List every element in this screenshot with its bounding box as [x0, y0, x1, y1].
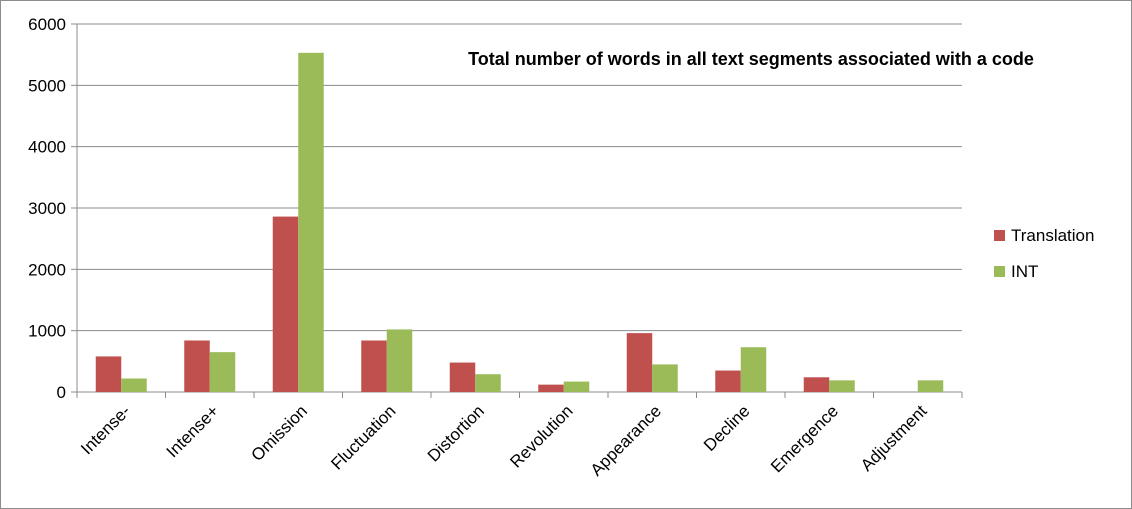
- y-tick-label: 5000: [28, 76, 66, 95]
- x-tick-label: Intense-: [77, 401, 134, 458]
- bar-int-revolution: [563, 381, 590, 392]
- bar-translation-appearance: [626, 333, 653, 392]
- bar-translation-emergence: [803, 377, 830, 392]
- x-tick-label: Omission: [248, 401, 312, 465]
- x-tick-label: Appearance: [587, 401, 665, 479]
- bar-int-appearance: [652, 364, 678, 392]
- bar-translation-omission: [272, 216, 299, 392]
- bar-translation-fluctuation: [361, 340, 387, 392]
- bar-translation-distortion: [449, 362, 476, 392]
- bar-translation-revolution: [538, 384, 564, 392]
- x-tick-label: Decline: [700, 401, 754, 455]
- gridlines: [77, 23, 962, 332]
- legend: Translation INT: [994, 226, 1094, 281]
- bar-int-fluctuation: [386, 329, 413, 392]
- x-tick-label: Intense+: [163, 401, 223, 461]
- bar-translation-intense: [95, 356, 122, 392]
- y-tick-label: 4000: [28, 138, 66, 157]
- bar-int-intense: [121, 378, 147, 392]
- legend-label: Translation: [1011, 226, 1094, 245]
- legend-label: INT: [1011, 262, 1038, 281]
- x-axis: Intense- Intense+ Omission Fluctuation Disto…: [76, 391, 963, 480]
- x-tick-label: Adjustment: [857, 401, 931, 475]
- bar-int-emergence: [829, 380, 855, 392]
- y-tick-label: 3000: [28, 199, 66, 218]
- x-tick-label: Fluctuation: [327, 401, 399, 473]
- bar-int-adjustment: [917, 380, 944, 392]
- bars: [95, 52, 944, 393]
- legend-swatch: [994, 230, 1005, 241]
- legend-swatch: [994, 266, 1005, 277]
- bar-int-omission: [298, 52, 324, 393]
- bar-int-intense: [209, 352, 236, 392]
- y-tick-label: 1000: [28, 322, 66, 341]
- bar-int-distortion: [475, 374, 501, 392]
- bar-translation-intense: [184, 340, 210, 392]
- x-tick-label: Distortion: [424, 401, 488, 465]
- bar-translation-decline: [715, 370, 741, 392]
- chart-title: Total number of words in all text segmen…: [468, 49, 1034, 69]
- bar-int-decline: [740, 347, 767, 392]
- y-tick-label: 6000: [28, 15, 66, 34]
- y-axis: 0 1000 2000 3000 4000 5000 6000: [28, 15, 78, 402]
- y-tick-label: 2000: [28, 260, 66, 279]
- x-tick-label: Revolution: [506, 401, 576, 471]
- x-tick-label: Emergence: [767, 401, 842, 476]
- y-tick-label: 0: [57, 383, 66, 402]
